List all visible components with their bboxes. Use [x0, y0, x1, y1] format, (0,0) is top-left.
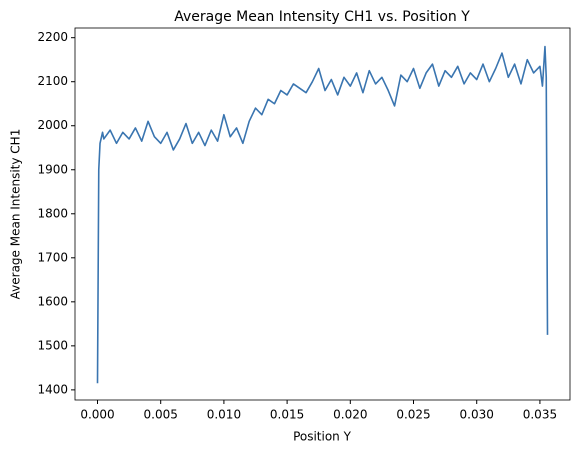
x-tick-label: 0.005	[144, 408, 178, 422]
x-tick-label: 0.015	[270, 408, 304, 422]
x-tick-label: 0.020	[333, 408, 367, 422]
x-tick-label: 0.035	[523, 408, 557, 422]
y-tick-label: 1900	[37, 162, 68, 176]
x-tick-label: 0.010	[207, 408, 241, 422]
y-tick-label: 2000	[37, 118, 68, 132]
x-tick-label: 0.030	[460, 408, 494, 422]
x-axis-label: Position Y	[293, 430, 352, 444]
y-tick-label: 1400	[37, 382, 68, 396]
y-tick-label: 2100	[37, 74, 68, 88]
y-tick-label: 1500	[37, 338, 68, 352]
y-tick-label: 1600	[37, 294, 68, 308]
chart-title: Average Mean Intensity CH1 vs. Position …	[174, 9, 470, 25]
y-axis-label: Average Mean Intensity CH1	[9, 129, 23, 300]
y-tick-label: 1800	[37, 206, 68, 220]
data-line	[96, 45, 549, 384]
x-tick-label: 0.025	[396, 408, 430, 422]
x-tick-label: 0.000	[80, 408, 114, 422]
plot-frame	[74, 27, 571, 401]
y-tick-label: 2200	[37, 30, 68, 44]
y-tick-label: 1700	[37, 250, 68, 264]
